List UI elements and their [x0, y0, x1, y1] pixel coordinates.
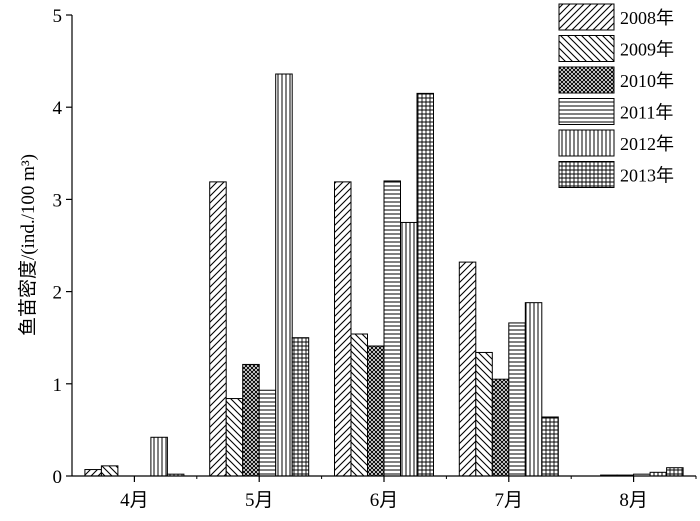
- x-tick-label: 6月: [370, 490, 399, 511]
- bar: [242, 363, 260, 477]
- legend-label: 2010年: [620, 71, 674, 91]
- legend-swatch: [558, 35, 615, 62]
- x-tick-label: 5月: [245, 490, 274, 511]
- bar: [508, 322, 526, 477]
- bar: [275, 73, 293, 477]
- bar: [416, 92, 434, 477]
- bar: [475, 351, 493, 477]
- x-tick-label: 7月: [495, 490, 524, 511]
- legend-swatch: [558, 98, 615, 125]
- legend-label: 2011年: [620, 103, 673, 123]
- legend-label: 2008年: [620, 8, 674, 28]
- legend-swatch: [558, 161, 615, 188]
- bar: [209, 181, 227, 477]
- bar: [367, 345, 385, 477]
- y-tick-label: 1: [53, 375, 63, 396]
- bar: [400, 221, 418, 477]
- bar: [84, 469, 102, 477]
- y-axis-label: 鱼苗密度/(ind./100 m³): [17, 154, 39, 336]
- y-tick-label: 0: [53, 467, 63, 488]
- bar: [541, 416, 559, 477]
- bar: [225, 398, 244, 477]
- y-tick-label: 5: [53, 6, 63, 27]
- legend-swatch: [558, 66, 615, 94]
- x-tick-label: 8月: [619, 490, 648, 511]
- bar: [491, 378, 510, 477]
- legend-swatch: [558, 3, 615, 31]
- bar: [458, 261, 477, 477]
- legend-label: 2009年: [620, 40, 674, 60]
- bar: [350, 333, 368, 477]
- y-ticks: 0 1 2 3 4 5: [53, 6, 72, 488]
- legend: 2008年 2009年 2010年 2011年 2012年 2013年: [558, 3, 674, 188]
- legend-label: 2013年: [620, 166, 674, 186]
- legend-label: 2012年: [620, 134, 674, 154]
- bar: [258, 389, 277, 477]
- x-ticks: 4月 5月 6月 7月 8月: [120, 476, 697, 511]
- bar: [383, 180, 401, 477]
- bar: [291, 337, 310, 477]
- y-tick-label: 2: [53, 283, 63, 304]
- bar: [334, 181, 352, 477]
- legend-swatch: [558, 129, 615, 157]
- x-tick-label: 4月: [120, 490, 149, 511]
- bar: [524, 302, 543, 477]
- bar: [666, 467, 684, 477]
- y-tick-label: 4: [53, 98, 63, 119]
- bar: [100, 465, 119, 477]
- bar: [150, 436, 168, 477]
- y-tick-label: 3: [53, 190, 63, 211]
